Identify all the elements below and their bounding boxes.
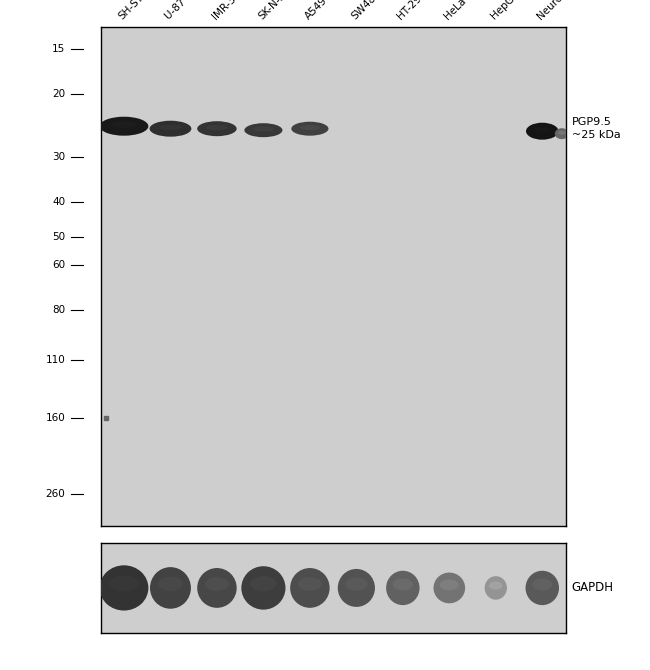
- Ellipse shape: [485, 576, 507, 600]
- Text: SK-N-SH: SK-N-SH: [256, 0, 293, 21]
- Text: HT-29: HT-29: [396, 0, 424, 21]
- Text: 110: 110: [46, 354, 66, 364]
- Ellipse shape: [300, 125, 320, 130]
- Text: GAPDH: GAPDH: [572, 582, 614, 594]
- Ellipse shape: [253, 127, 274, 131]
- Ellipse shape: [150, 567, 191, 609]
- Ellipse shape: [197, 121, 237, 136]
- Ellipse shape: [99, 117, 148, 136]
- Ellipse shape: [526, 123, 558, 139]
- Text: 80: 80: [53, 305, 66, 315]
- Text: SH-SY5Y: SH-SY5Y: [117, 0, 155, 21]
- Text: A549: A549: [303, 0, 329, 21]
- Ellipse shape: [290, 568, 330, 608]
- Text: 160: 160: [46, 413, 66, 423]
- Text: 260: 260: [46, 488, 66, 498]
- Ellipse shape: [558, 131, 566, 135]
- Ellipse shape: [345, 578, 367, 591]
- Text: 50: 50: [53, 232, 66, 242]
- Ellipse shape: [434, 573, 465, 603]
- Ellipse shape: [386, 571, 419, 605]
- Ellipse shape: [150, 121, 191, 137]
- Text: HepG2: HepG2: [489, 0, 521, 21]
- Text: 20: 20: [53, 89, 66, 99]
- Ellipse shape: [109, 576, 138, 592]
- Ellipse shape: [393, 578, 413, 590]
- Text: IMR-32: IMR-32: [210, 0, 242, 21]
- Ellipse shape: [159, 125, 182, 130]
- Ellipse shape: [241, 566, 285, 610]
- Ellipse shape: [205, 577, 229, 591]
- Ellipse shape: [526, 571, 559, 605]
- Text: 60: 60: [53, 260, 66, 270]
- Ellipse shape: [440, 580, 459, 590]
- Text: SW480: SW480: [349, 0, 382, 21]
- Ellipse shape: [158, 576, 183, 591]
- Ellipse shape: [533, 127, 551, 133]
- Ellipse shape: [338, 569, 375, 607]
- Ellipse shape: [489, 582, 502, 590]
- Ellipse shape: [555, 128, 569, 139]
- Text: 40: 40: [53, 197, 66, 207]
- Text: U-87 MG: U-87 MG: [163, 0, 202, 21]
- Ellipse shape: [111, 121, 137, 128]
- Text: PGP9.5
~25 kDa: PGP9.5 ~25 kDa: [572, 117, 621, 140]
- Ellipse shape: [99, 565, 148, 610]
- Ellipse shape: [291, 122, 328, 136]
- Ellipse shape: [244, 123, 283, 137]
- Ellipse shape: [298, 577, 322, 591]
- Text: Neuro-2a: Neuro-2a: [535, 0, 577, 21]
- Ellipse shape: [250, 576, 277, 591]
- Ellipse shape: [197, 568, 237, 608]
- Text: HeLa: HeLa: [442, 0, 468, 21]
- Text: 15: 15: [52, 44, 66, 54]
- Ellipse shape: [532, 578, 552, 590]
- Ellipse shape: [206, 125, 228, 130]
- Text: 30: 30: [53, 152, 66, 162]
